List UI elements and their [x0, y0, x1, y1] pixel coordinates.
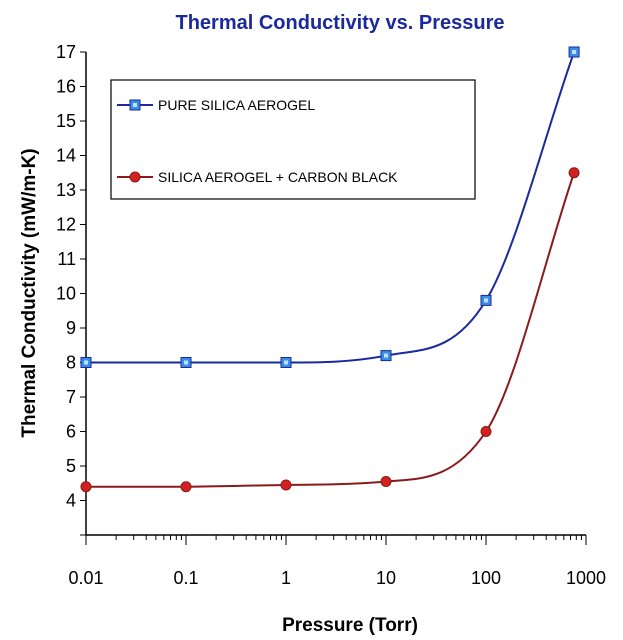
data-point-1	[568, 46, 580, 58]
y-tick-label: 10	[56, 284, 76, 304]
legend-item-1: PURE SILICA AEROGEL	[117, 97, 315, 113]
data-point-2	[568, 167, 580, 179]
data-point-2	[180, 481, 192, 493]
data-point-2	[80, 481, 92, 493]
data-point-2	[480, 426, 492, 437]
y-axis-title: Thermal Conductivity (mW/m-K)	[19, 148, 40, 437]
legend-label: SILICA AEROGEL + CARBON BLACK	[158, 169, 398, 185]
y-tick-label: 14	[56, 146, 76, 166]
legend-box	[110, 79, 476, 200]
y-tick-label: 7	[66, 387, 76, 407]
y-tick-label: 9	[66, 318, 76, 338]
series-layer	[80, 46, 580, 493]
y-tick-label: 4	[66, 491, 76, 511]
x-tick-label: 100	[471, 568, 501, 588]
legend-item-2: SILICA AEROGEL + CARBON BLACK	[117, 169, 398, 185]
y-tick-label: 13	[56, 180, 76, 200]
y-tick-label: 12	[56, 215, 76, 235]
legend: PURE SILICA AEROGEL SILICA AEROGEL + CARB…	[110, 79, 476, 200]
y-tick-label: 16	[56, 77, 76, 97]
x-tick-label: 1000	[566, 568, 606, 588]
y-tick-label: 11	[57, 249, 76, 269]
data-point-2	[280, 479, 292, 491]
x-tick-label: 0.01	[68, 568, 103, 588]
data-point-1	[80, 357, 92, 368]
data-point-1	[180, 357, 192, 368]
y-tick-label: 17	[56, 42, 76, 62]
data-point-1	[480, 294, 492, 306]
legend-swatch-marker	[129, 171, 141, 183]
x-tick-label: 10	[376, 568, 396, 588]
y-axis-ticks: 4 5 6 7 8 9 10 11 12 13 14 15 16 17	[56, 42, 86, 536]
y-tick-label: 8	[66, 353, 76, 373]
data-point-1	[280, 357, 292, 368]
y-tick-label: 6	[66, 422, 76, 442]
x-axis-title: Pressure (Torr)	[282, 615, 418, 636]
legend-label: PURE SILICA AEROGEL	[158, 97, 315, 113]
data-point-1	[380, 350, 392, 362]
x-tick-label: 0.1	[173, 568, 198, 588]
data-point-2	[380, 476, 392, 488]
y-tick-label: 5	[66, 456, 76, 476]
x-axis-ticks: 0.01 0.1 1 10 100 1000	[68, 535, 606, 588]
chart-title: Thermal Conductivity vs. Pressure	[175, 12, 504, 34]
y-tick-label: 15	[56, 111, 76, 131]
x-tick-label: 1	[281, 568, 291, 588]
legend-swatch-marker	[129, 99, 141, 111]
